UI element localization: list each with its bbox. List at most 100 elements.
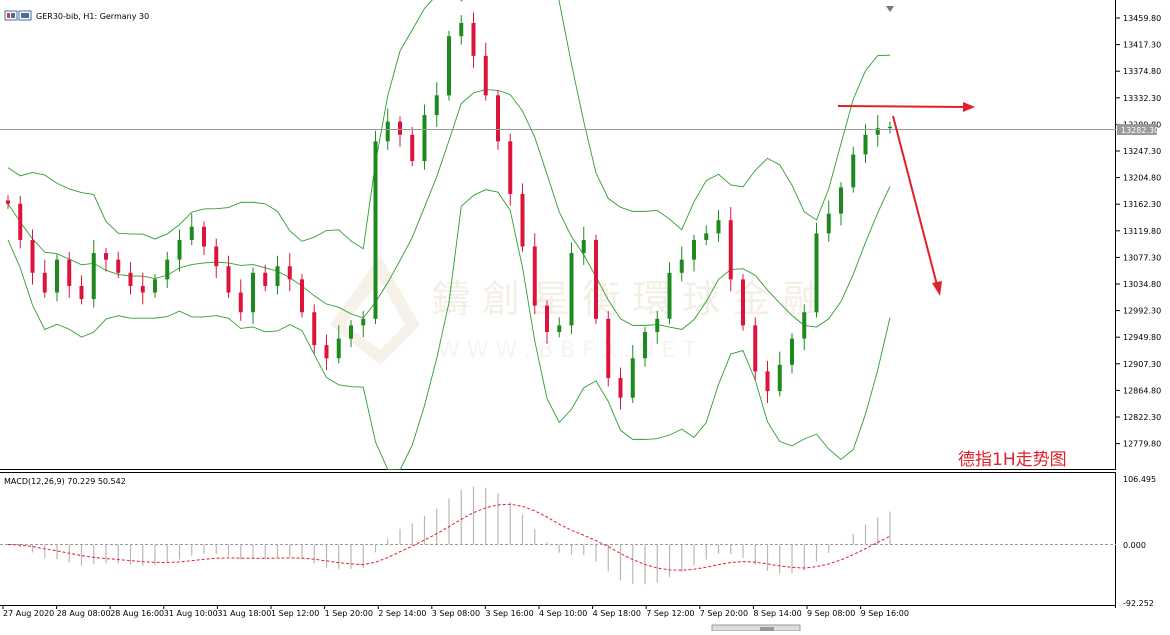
candle-body xyxy=(202,226,206,247)
candle-body xyxy=(251,272,255,313)
time-tick-label: 1 Sep 20:00 xyxy=(325,609,373,618)
scroll-marker-icon[interactable] xyxy=(886,6,894,12)
candle-body xyxy=(643,331,647,359)
candle-body xyxy=(373,141,378,319)
annotation-title: 德指1H走势图 xyxy=(958,450,1067,470)
candle-body xyxy=(459,23,464,37)
candle-body xyxy=(55,259,59,293)
candle-body xyxy=(863,134,868,155)
candle-body xyxy=(434,95,439,116)
macd-axis: 106.495 0.000 -92.252 xyxy=(1123,475,1156,608)
current-price-label: 13282.30 xyxy=(1121,126,1159,135)
candle-body xyxy=(679,259,684,273)
candle-body xyxy=(888,126,892,129)
time-tick-label: 28 Aug 08:00 xyxy=(57,609,111,618)
candle-body xyxy=(875,128,880,135)
candle-body xyxy=(18,203,23,240)
candle-body xyxy=(667,272,672,319)
price-tick-label: 12949.80 xyxy=(1123,333,1161,342)
time-tick-label: 9 Sep 16:00 xyxy=(861,609,909,618)
price-tick-label: 12864.80 xyxy=(1123,386,1161,395)
macd-pane[interactable]: MACD(12,26,9) 70.229 50.542 106.495 0.000… xyxy=(0,472,1170,608)
candle-body xyxy=(104,253,108,260)
candle-body xyxy=(655,318,660,332)
candle-body xyxy=(692,239,696,260)
price-chart[interactable]: 鑄 創 星 衡 環 球 金 融 W W W . B B F X . N E T … xyxy=(0,0,1170,471)
candle-body xyxy=(361,318,366,326)
candle-body xyxy=(839,187,843,214)
candle-body xyxy=(765,371,770,392)
candle-body xyxy=(520,193,525,247)
price-tick-label: 13034.80 xyxy=(1123,280,1161,289)
time-tick-label: 3 Sep 08:00 xyxy=(432,609,480,618)
price-tick-label: 13247.30 xyxy=(1123,147,1161,156)
bb-lower xyxy=(7,189,891,471)
price-tick-label: 13374.80 xyxy=(1123,67,1161,76)
header: GER30-bib, H1: Germany 30 xyxy=(4,10,149,21)
candle-body xyxy=(67,259,72,286)
candle-body xyxy=(177,239,182,260)
candle-body xyxy=(238,292,243,313)
candle-body xyxy=(741,279,745,326)
arrows xyxy=(837,102,975,296)
price-tick-label: 13417.30 xyxy=(1123,41,1161,50)
candle-body xyxy=(336,338,341,359)
price-tick-label: 13332.30 xyxy=(1123,94,1161,103)
time-axis: 27 Aug 2020 28 Aug 08:00 28 Aug 16:00 31 Au… xyxy=(0,606,1170,632)
macd-chart[interactable]: MACD(12,26,9) 70.229 50.542 106.495 0.000… xyxy=(0,472,1170,608)
time-tick-label: 31 Aug 18:00 xyxy=(217,609,271,618)
candle-body xyxy=(91,253,96,300)
price-tick-label: 12992.30 xyxy=(1123,307,1161,316)
current-price-box xyxy=(1117,124,1157,135)
candle-body xyxy=(165,259,170,280)
candle-body xyxy=(153,279,157,293)
time-tick-label: 31 Aug 10:00 xyxy=(164,609,218,618)
price-tick-label: 12907.30 xyxy=(1123,360,1161,369)
down-arrow-icon xyxy=(932,281,942,296)
time-tick-label: 27 Aug 2020 xyxy=(3,609,54,618)
candle-body xyxy=(728,220,733,280)
candle-body xyxy=(42,272,47,293)
candle-body xyxy=(214,246,219,267)
price-tick-label: 12779.80 xyxy=(1123,440,1161,449)
macd-label: MACD(12,26,9) 70.229 50.542 xyxy=(4,477,126,486)
main-chart-pane[interactable]: 鑄 創 星 衡 環 球 金 融 W W W . B B F X . N E T … xyxy=(0,0,1170,471)
candle-body xyxy=(851,154,856,188)
candle-body xyxy=(496,95,500,142)
candle-body xyxy=(532,246,537,306)
candle-body xyxy=(275,266,280,286)
macd-tick-label: -92.252 xyxy=(1123,599,1154,608)
candle-body xyxy=(606,318,611,378)
candle-body xyxy=(324,345,329,359)
candle-body xyxy=(385,121,390,142)
candle-body xyxy=(263,272,268,286)
candle-body xyxy=(618,377,623,398)
time-tick-label: 1 Sep 12:00 xyxy=(271,609,319,618)
time-tick-label: 7 Sep 12:00 xyxy=(646,609,694,618)
candle-body xyxy=(594,239,598,319)
candle-body xyxy=(826,213,831,234)
candle-body xyxy=(447,36,451,96)
watermark-url: W W W . B B F X . N E T xyxy=(438,338,696,363)
candle-body xyxy=(777,364,782,392)
price-tick-label: 13077.30 xyxy=(1123,253,1161,262)
macd-signal-line xyxy=(7,503,891,571)
candle-body xyxy=(79,285,84,300)
candle-body xyxy=(226,266,231,293)
price-tick-label: 13162.30 xyxy=(1123,200,1161,209)
candle-body xyxy=(753,325,758,372)
candle-body xyxy=(814,233,819,313)
candle-body xyxy=(189,226,194,240)
time-tick-label: 4 Sep 18:00 xyxy=(593,609,641,618)
time-tick-label: 8 Sep 14:00 xyxy=(753,609,801,618)
time-tick-label: 9 Sep 08:00 xyxy=(807,609,855,618)
candle-body xyxy=(287,266,292,280)
candle-body xyxy=(630,358,635,398)
macd-histogram xyxy=(19,486,891,585)
candle-body xyxy=(6,200,10,204)
macd-tick-label: 106.495 xyxy=(1123,475,1156,484)
candle-body xyxy=(349,325,353,339)
candle-body xyxy=(140,285,145,293)
macd-tick-label: 0.000 xyxy=(1123,541,1146,550)
symbol-title: GER30-bib, H1: Germany 30 xyxy=(36,12,149,21)
